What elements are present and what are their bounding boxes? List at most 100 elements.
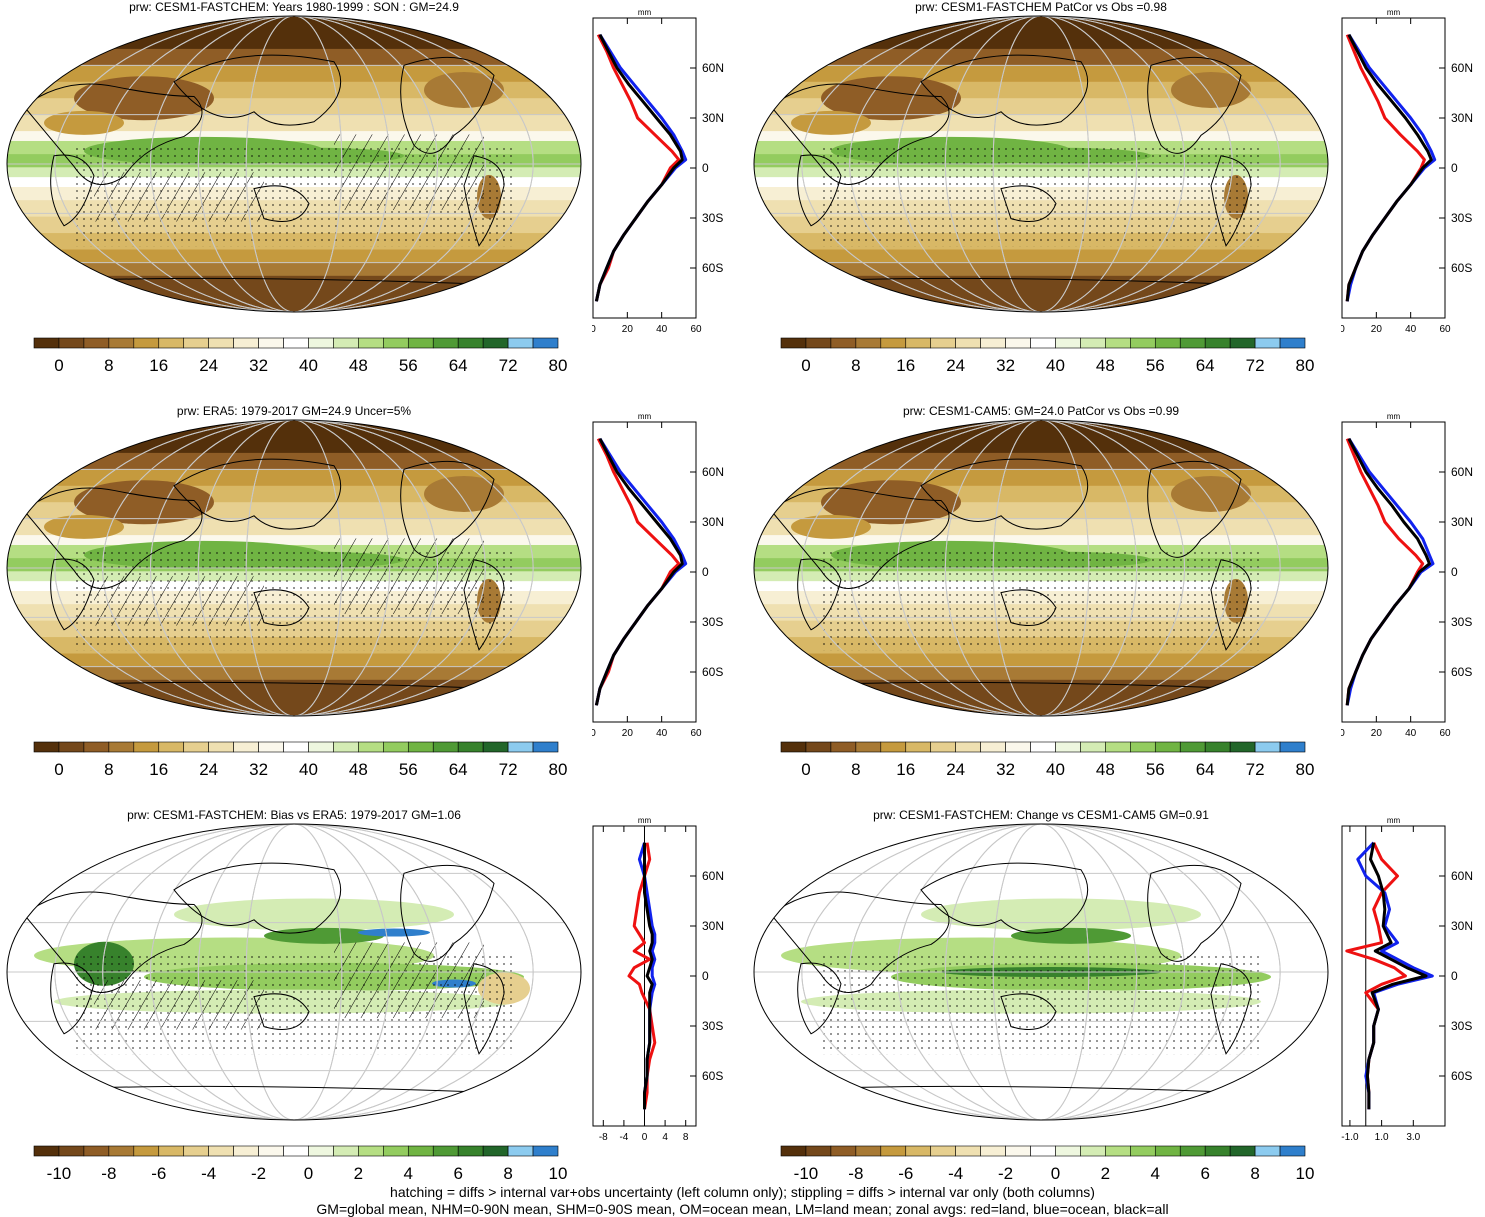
zonal-lat-tick-label: 30S [702, 1019, 723, 1033]
colorbar-swatch [457, 337, 484, 349]
colorbar-label: 0 [1051, 1164, 1060, 1181]
zonal-unit-label: mm [1387, 412, 1401, 421]
colorbar-label: 40 [1046, 760, 1065, 777]
zonal-lat-tick-label: 0 [1451, 969, 1458, 983]
colorbar-swatch [383, 741, 409, 753]
zonal-lat-tick-label: 60N [702, 869, 724, 883]
zonal-mean-plot: mm 0 20 40 60 60N 30N 0 30S 60S [1341, 8, 1473, 335]
colorbar-label: 32 [249, 356, 268, 373]
zonal-x-tick-label: 0 [592, 324, 596, 335]
colorbar-label: 16 [896, 760, 915, 777]
zonal-series-land [627, 842, 657, 1110]
colorbar-swatch [133, 741, 160, 753]
colorbar-swatch [482, 1145, 509, 1157]
colorbar-label: -8 [848, 1164, 863, 1181]
colorbar-label: 56 [399, 760, 418, 777]
colorbar-swatch [183, 337, 209, 349]
colorbar-label: 8 [851, 356, 860, 373]
global-map [753, 15, 1329, 313]
colorbar-swatch [208, 1145, 234, 1157]
zonal-unit-label: mm [1387, 816, 1401, 825]
colorbar-swatch [457, 1145, 484, 1157]
colorbar-swatch [108, 337, 135, 349]
map-field [7, 824, 581, 1120]
zonal-x-tick-label: 60 [690, 728, 702, 739]
colorbar-swatch [1030, 741, 1056, 753]
colorbar-label: 64 [1196, 760, 1215, 777]
colorbar-swatch [1130, 741, 1156, 753]
colorbar-label: 48 [1096, 760, 1115, 777]
zonal-x-tick-label: 40 [1405, 728, 1417, 739]
colorbar-swatch [905, 1145, 932, 1157]
colorbar-label: 10 [549, 1164, 568, 1181]
colorbar-swatch [407, 337, 434, 349]
colorbar-swatch [407, 1145, 434, 1157]
zonal-x-tick-label: 60 [690, 324, 702, 335]
zonal-lat-tick-label: 30N [1451, 515, 1473, 529]
colorbar-label: 32 [249, 760, 268, 777]
colorbar-label: -6 [898, 1164, 913, 1181]
colorbar-label: 8 [503, 1164, 512, 1181]
map-field [754, 16, 1328, 312]
colorbar-swatch [1130, 337, 1156, 349]
zonal-series-land [1345, 842, 1407, 1110]
global-map [6, 15, 582, 313]
colorbar-swatch [905, 741, 932, 753]
zonal-lat-tick-label: 30S [1451, 615, 1472, 629]
colorbar-swatch [980, 1145, 1006, 1157]
colorbar-swatch [83, 337, 110, 349]
colorbar-swatch [208, 337, 234, 349]
colorbar-swatch [1204, 1145, 1231, 1157]
zonal-lat-tick-label: 30N [1451, 111, 1473, 125]
colorbar-swatch [308, 741, 334, 753]
global-map [6, 823, 582, 1121]
zonal-x-tick-label: 4 [662, 1132, 668, 1143]
zonal-x-tick-label: 1.0 [1375, 1132, 1389, 1143]
zonal-x-tick-label: -4 [619, 1132, 628, 1143]
colorbar-swatch [955, 741, 981, 753]
colorbar-label: 16 [149, 356, 168, 373]
zonal-lat-tick-label: 60S [702, 1069, 723, 1083]
zonal-lat-tick-label: 30S [702, 211, 723, 225]
zonal-x-tick-label: 20 [622, 728, 634, 739]
colorbar-label: 56 [1146, 356, 1165, 373]
colorbar-swatch [1130, 1145, 1156, 1157]
colorbar-label: 72 [1246, 760, 1265, 777]
colorbar-swatch [1005, 741, 1031, 753]
colorbar-label: 48 [1096, 356, 1115, 373]
colorbar-label: 72 [1246, 356, 1265, 373]
panel-title: prw: CESM1-FASTCHEM: Change vs CESM1-CAM… [873, 808, 1209, 822]
colorbar-label: 2 [1101, 1164, 1110, 1181]
colorbar-swatch [1105, 337, 1131, 349]
colorbar-swatch [158, 1145, 185, 1157]
colorbar-swatch [1030, 337, 1056, 349]
zonal-mean-plot: mm 0 20 40 60 60N 30N 0 30S 60S [1341, 412, 1473, 739]
zonal-lat-tick-label: 60S [702, 261, 723, 275]
colorbar-swatch [1030, 1145, 1056, 1157]
colorbar-swatch [233, 741, 259, 753]
panel-title: prw: CESM1-FASTCHEM: Bias vs ERA5: 1979-… [127, 808, 461, 822]
colorbar-label: -6 [151, 1164, 166, 1181]
colorbar-swatch [358, 1145, 384, 1157]
colorbar-swatch [233, 337, 259, 349]
colorbar-label: 80 [1296, 760, 1315, 777]
colorbar-swatch [133, 1145, 160, 1157]
colorbar-label: 48 [349, 760, 368, 777]
colorbar-label: 24 [946, 356, 965, 373]
colorbar: 0 8 16 24 32 40 48 56 64 72 80 [33, 741, 567, 777]
zonal-mean-plot: mm 0 20 40 60 60N 30N 0 30S 60S [592, 8, 724, 335]
colorbar-swatch [333, 337, 359, 349]
zonal-x-tick-label: 20 [1371, 728, 1383, 739]
colorbar-swatch [1055, 1145, 1081, 1157]
colorbar-label: 40 [299, 356, 318, 373]
colorbar-swatch [1204, 741, 1231, 753]
colorbar-swatch [1179, 1145, 1206, 1157]
colorbar-label: -4 [948, 1164, 963, 1181]
zonal-x-tick-label: 40 [656, 324, 668, 335]
panel-title: prw: CESM1-FASTCHEM: Years 1980-1999 : S… [129, 0, 459, 14]
colorbar-label: 0 [54, 356, 63, 373]
colorbar-label: 0 [801, 760, 810, 777]
colorbar-swatch [980, 337, 1006, 349]
colorbar-label: 6 [453, 1164, 462, 1181]
zonal-lat-tick-label: 60N [1451, 869, 1473, 883]
